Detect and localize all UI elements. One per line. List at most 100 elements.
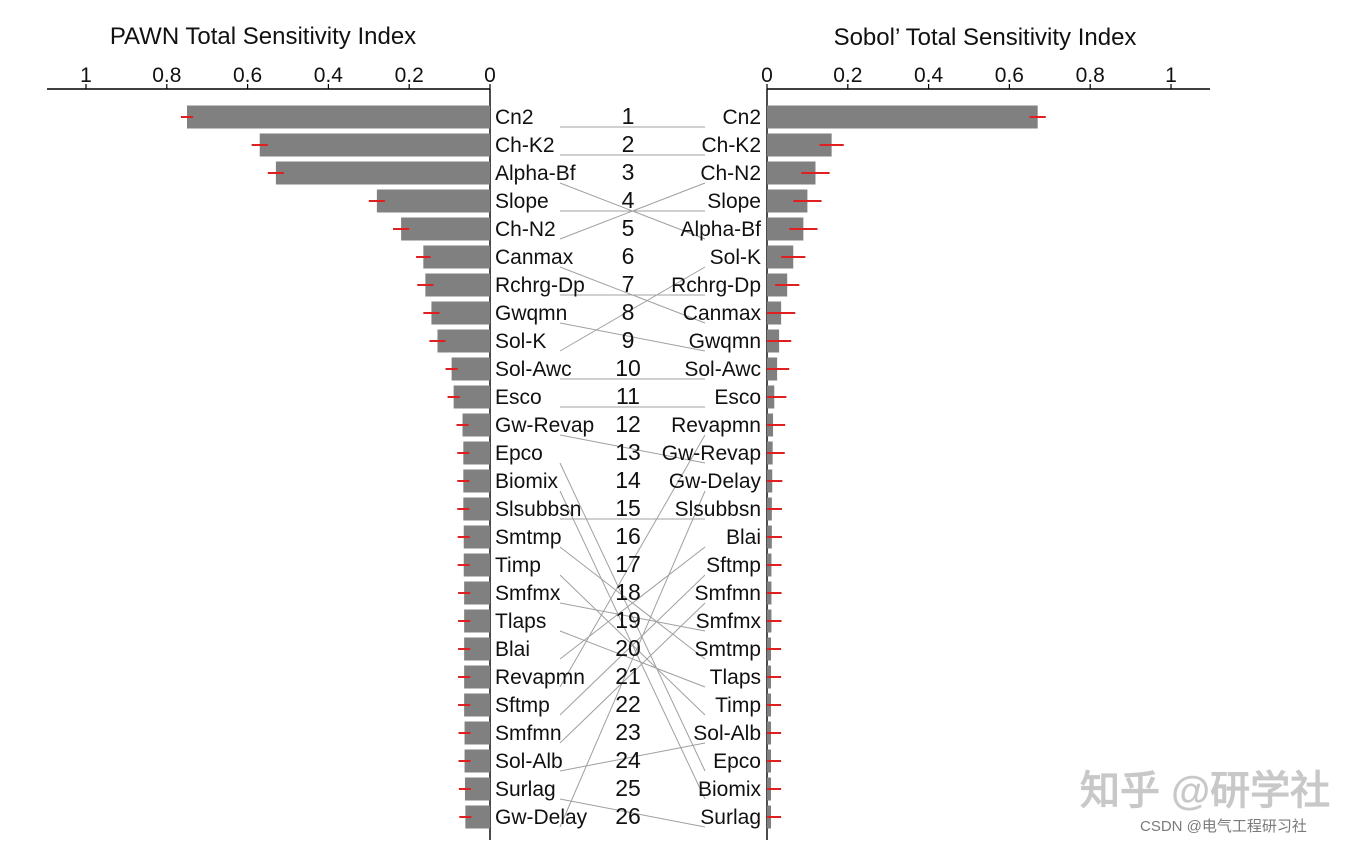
rank-number: 19	[615, 607, 641, 633]
sobol-parameter-label: Gwqmn	[689, 330, 761, 353]
pawn-parameter-label: Slsubbsn	[495, 498, 581, 521]
sobol-chart-title: Sobol’ Total Sensitivity Index	[834, 24, 1137, 51]
pawn-parameter-label: Gwqmn	[495, 302, 567, 325]
rank-connector-line	[559, 742, 706, 772]
sobol-parameter-label: Slsubbsn	[675, 498, 761, 521]
pawn-parameter-label: Smfmn	[495, 722, 562, 745]
watermark-main: 知乎 @研学社	[1080, 769, 1330, 813]
pawn-bar	[451, 357, 490, 381]
sobol-bar	[767, 133, 832, 157]
sobol-parameter-label: Ch-K2	[701, 134, 761, 157]
pawn-bar	[464, 749, 490, 773]
rank-number: 3	[622, 159, 635, 185]
sobol-parameter-label: Gw-Delay	[669, 470, 762, 493]
rank-number: 24	[615, 747, 641, 773]
sobol-bars	[767, 105, 1046, 829]
rank-number: 6	[622, 243, 635, 269]
pawn-bar	[464, 777, 490, 801]
pawn-parameter-label: Biomix	[495, 470, 559, 493]
pawn-parameter-label: Blai	[495, 638, 530, 661]
pawn-bar	[464, 581, 490, 605]
pawn-parameter-label: Tlaps	[495, 610, 546, 633]
pawn-parameter-label: Timp	[495, 554, 541, 577]
pawn-bar	[376, 189, 490, 213]
sobol-parameter-label: Gw-Revap	[662, 442, 761, 465]
sobol-parameter-label: Blai	[726, 526, 761, 549]
rank-number: 4	[622, 187, 635, 213]
rank-number: 12	[615, 411, 641, 437]
rank-connector-line	[559, 434, 706, 688]
rank-connector-line	[559, 602, 706, 744]
sobol-tick-label: 0.6	[995, 64, 1024, 87]
sobol-parameter-label: Alpha-Bf	[680, 218, 761, 241]
rank-number: 16	[615, 523, 641, 549]
sobol-x-axis: 0 0.2 0.4 0.6 0.8 1	[761, 64, 1210, 840]
pawn-parameter-label: Alpha-Bf	[495, 162, 576, 185]
pawn-bar	[275, 161, 490, 185]
rank-connector-line	[559, 490, 706, 828]
pawn-bar	[463, 441, 490, 465]
pawn-bar	[463, 553, 490, 577]
sobol-bar	[767, 161, 816, 185]
pawn-parameter-label: Gw-Revap	[495, 414, 594, 437]
sobol-parameter-label: Sol-K	[710, 246, 761, 269]
pawn-bar	[259, 133, 490, 157]
pawn-bar	[431, 301, 490, 325]
sobol-parameter-labels: Cn2 Ch-K2 Ch-N2 Slope Alpha-Bf Sol-K Rchrg-Dp C…	[662, 106, 762, 829]
sobol-parameter-label: Sol-Awc	[684, 358, 761, 381]
pawn-parameter-label: Sol-Awc	[495, 358, 572, 381]
pawn-parameter-label: Smtmp	[495, 526, 562, 549]
pawn-tick-label: 1	[80, 64, 92, 87]
sobol-tick-label: 1	[1165, 64, 1177, 87]
pawn-parameter-label: Epco	[495, 442, 543, 465]
rank-number: 14	[615, 467, 641, 493]
pawn-parameter-label: Slope	[495, 190, 549, 213]
sobol-parameter-label: Biomix	[698, 778, 762, 801]
pawn-bar	[465, 805, 490, 829]
sobol-parameter-label: Surlag	[700, 806, 761, 829]
rank-number: 18	[615, 579, 641, 605]
pawn-bar	[463, 525, 490, 549]
pawn-tick-label: 0.6	[233, 64, 262, 87]
rank-connector-line	[559, 266, 706, 352]
sobol-parameter-label: Slope	[707, 190, 761, 213]
sobol-parameter-label: Epco	[713, 750, 761, 773]
pawn-bar	[423, 245, 490, 269]
rank-number: 21	[615, 663, 641, 689]
pawn-parameter-label: Surlag	[495, 778, 556, 801]
rank-connector-line	[559, 322, 706, 352]
pawn-parameter-label: Sftmp	[495, 694, 550, 717]
sobol-tick-label: 0	[761, 64, 773, 87]
pawn-parameter-label: Revapmn	[495, 666, 585, 689]
rank-number: 23	[615, 719, 641, 745]
pawn-chart-title: PAWN Total Sensitivity Index	[110, 23, 416, 50]
sobol-bar	[767, 245, 794, 269]
pawn-bar	[463, 497, 490, 521]
rank-number: 2	[622, 131, 635, 157]
sobol-parameter-label: Cn2	[722, 106, 761, 129]
rank-number: 26	[615, 803, 641, 829]
watermark-sub: CSDN @电气工程研习社	[1140, 818, 1307, 835]
pawn-bar	[401, 217, 490, 241]
sobol-tick-label: 0.4	[914, 64, 944, 87]
sobol-parameter-label: Smtmp	[694, 638, 761, 661]
rank-connector-line	[559, 434, 706, 464]
pawn-parameter-label: Rchrg-Dp	[495, 274, 585, 297]
sobol-parameter-label: Tlaps	[710, 666, 761, 689]
rank-connectors	[559, 126, 706, 828]
rank-connector-line	[559, 182, 706, 240]
pawn-bar	[464, 693, 490, 717]
pawn-parameter-label: Smfmx	[495, 582, 561, 605]
pawn-bar	[464, 721, 490, 745]
sobol-parameter-label: Sol-Alb	[693, 722, 761, 745]
sobol-parameter-label: Esco	[714, 386, 761, 409]
sobol-bar	[767, 189, 808, 213]
pawn-bar	[463, 469, 490, 493]
pawn-bar	[462, 413, 490, 437]
rank-labels: 1234567891011121314151617181920212223242…	[615, 103, 641, 829]
rank-number: 22	[615, 691, 641, 717]
sobol-parameter-label: Ch-N2	[700, 162, 761, 185]
rank-connector-line	[559, 798, 706, 828]
rank-number: 1	[622, 103, 635, 129]
rank-connector-line	[559, 546, 706, 660]
